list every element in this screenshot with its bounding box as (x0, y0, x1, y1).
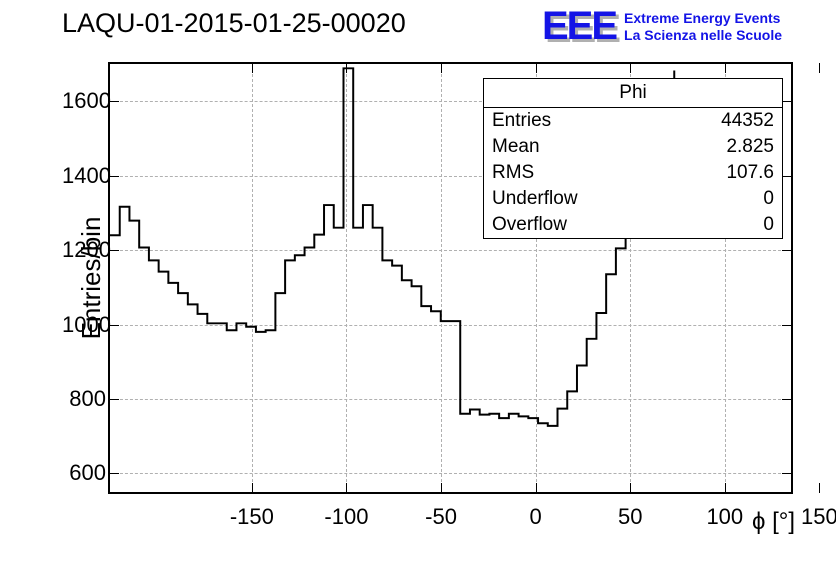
ytick-mark (109, 176, 119, 177)
ytick-mark (782, 325, 792, 326)
ytick-mark (782, 101, 792, 102)
xtick-mark (536, 483, 537, 493)
xtick-mark (441, 63, 442, 73)
ytick-label: 800 (62, 386, 106, 412)
eee-logo-block: EEE Extreme Energy Events La Scienza nel… (542, 6, 782, 46)
chart-title: LAQU-01-2015-01-25-00020 (62, 8, 406, 39)
ytick-mark (782, 399, 792, 400)
stats-box: Phi Entries 44352 Mean 2.825 RMS 107.6 U… (483, 78, 783, 239)
xtick-mark (252, 483, 253, 493)
stats-row-mean: Mean 2.825 (484, 134, 782, 160)
x-axis-label: ϕ [°] (752, 508, 795, 536)
xtick-label: 0 (530, 504, 542, 530)
xtick-label: -150 (230, 504, 274, 530)
xtick-mark (725, 63, 726, 73)
ytick-mark (109, 250, 119, 251)
stats-row-overflow: Overflow 0 (484, 212, 782, 238)
y-axis-label: Entries/bin (76, 217, 107, 340)
stats-row-rms: RMS 107.6 (484, 160, 782, 186)
xtick-mark (346, 63, 347, 73)
xtick-label: 150 (801, 504, 836, 530)
xtick-mark (441, 483, 442, 493)
ytick-mark (109, 101, 119, 102)
xtick-mark (346, 483, 347, 493)
xtick-mark (725, 483, 726, 493)
stats-title: Phi (484, 79, 782, 108)
eee-logo-text: EEE (542, 6, 616, 46)
xtick-mark (630, 483, 631, 493)
xtick-label: -50 (425, 504, 457, 530)
ytick-mark (109, 399, 119, 400)
root-histogram-panel: LAQU-01-2015-01-25-00020 EEE Extreme Ene… (0, 0, 836, 572)
xtick-label: 100 (706, 504, 743, 530)
logo-caption: Extreme Energy Events La Scienza nelle S… (624, 10, 782, 44)
xtick-mark (630, 63, 631, 73)
ytick-label: 600 (62, 460, 106, 486)
plot-area: -150 -100 -50 0 50 100 150 600 800 1000 … (108, 62, 793, 494)
ytick-mark (109, 325, 119, 326)
stats-row-entries: Entries 44352 (484, 108, 782, 134)
ytick-label: 1600 (62, 88, 106, 114)
ytick-mark (782, 250, 792, 251)
xtick-label: -100 (324, 504, 368, 530)
ytick-mark (782, 473, 792, 474)
xtick-mark (252, 63, 253, 73)
xtick-label: 50 (618, 504, 642, 530)
stats-row-underflow: Underflow 0 (484, 186, 782, 212)
ytick-mark (782, 176, 792, 177)
ytick-mark (109, 473, 119, 474)
xtick-mark (536, 63, 537, 73)
xtick-mark (819, 483, 820, 493)
ytick-label: 1400 (62, 163, 106, 189)
xtick-mark (819, 63, 820, 73)
